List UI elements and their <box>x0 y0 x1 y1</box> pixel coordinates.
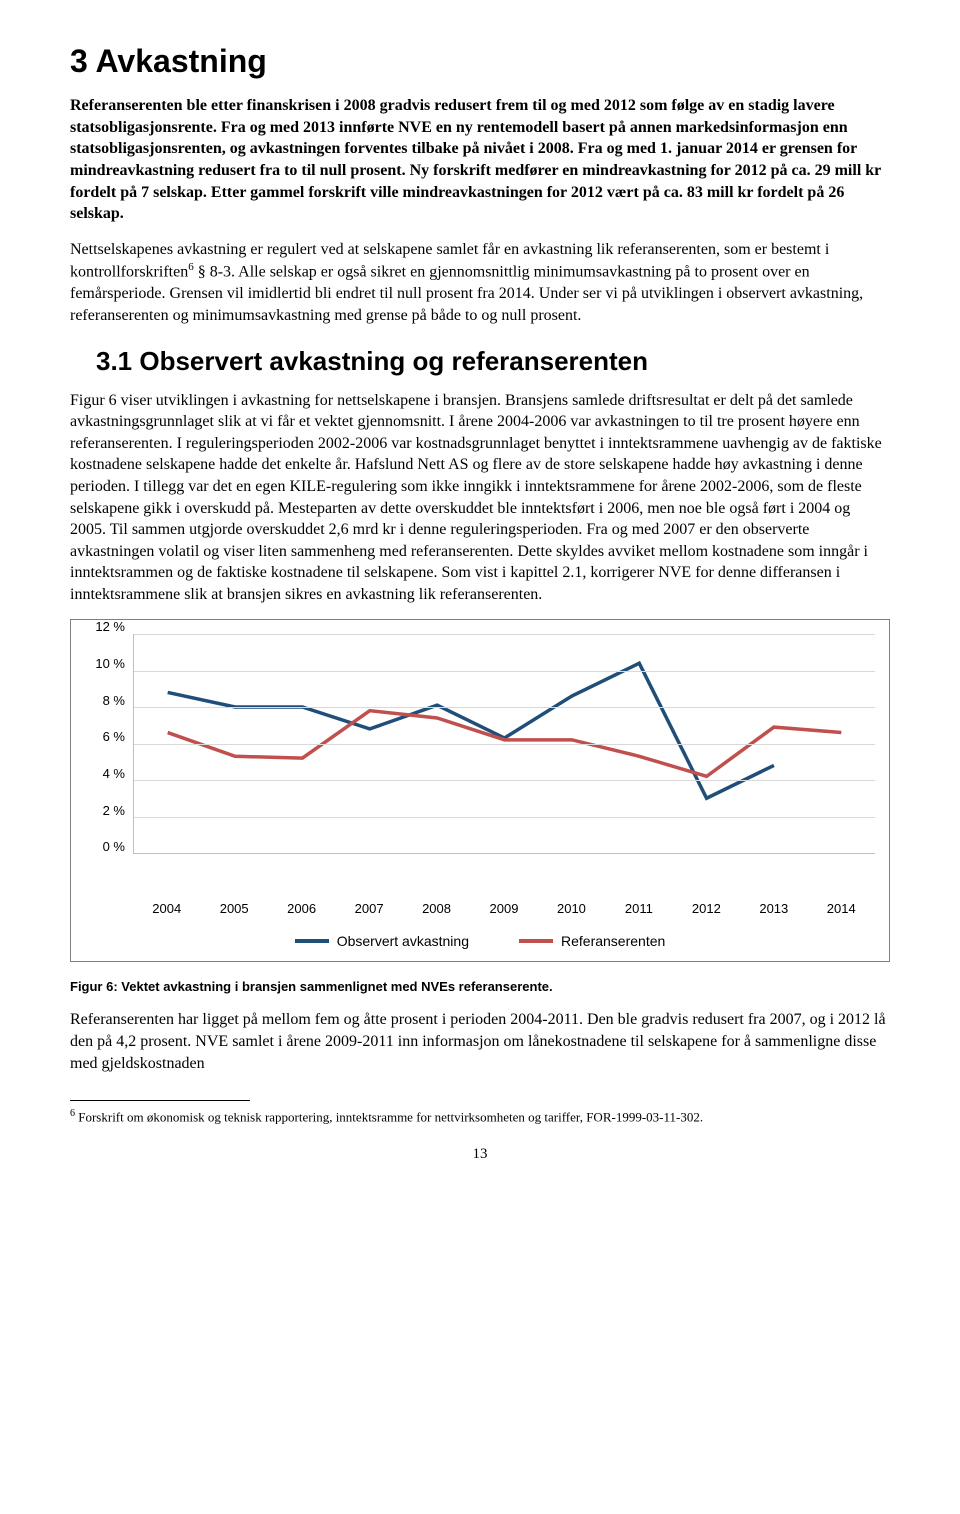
avkastning-chart: 12 %10 %8 %6 %4 %2 %0 % 2004200520062007… <box>70 619 890 961</box>
chart-plot-area: 12 %10 %8 %6 %4 %2 %0 % <box>85 634 875 894</box>
footnote-divider <box>70 1100 250 1101</box>
x-axis: 2004200520062007200820092010201120122013… <box>133 900 875 918</box>
paragraph-3: Referanserenten har ligget på mellom fem… <box>70 1009 890 1074</box>
footnote-text: Forskrift om økonomisk og teknisk rappor… <box>75 1110 703 1125</box>
section-heading: 3 Avkastning <box>70 40 890 83</box>
subsection-heading: 3.1 Observert avkastning og referanseren… <box>96 344 890 379</box>
y-axis: 12 %10 %8 %6 %4 %2 %0 % <box>85 634 133 854</box>
figure-caption: Figur 6: Vektet avkastning i bransjen sa… <box>70 978 890 996</box>
paragraph-2: Figur 6 viser utviklingen i avkastning f… <box>70 390 890 606</box>
paragraph-1: Nettselskapenes avkastning er regulert v… <box>70 239 890 327</box>
intro-summary: Referanserenten ble etter finanskrisen i… <box>70 95 890 225</box>
footnote-6: 6 Forskrift om økonomisk og teknisk rapp… <box>70 1107 890 1126</box>
page-number: 13 <box>70 1144 890 1164</box>
plot-region <box>133 634 875 854</box>
chart-legend: Observert avkastningReferanserenten <box>85 932 875 951</box>
